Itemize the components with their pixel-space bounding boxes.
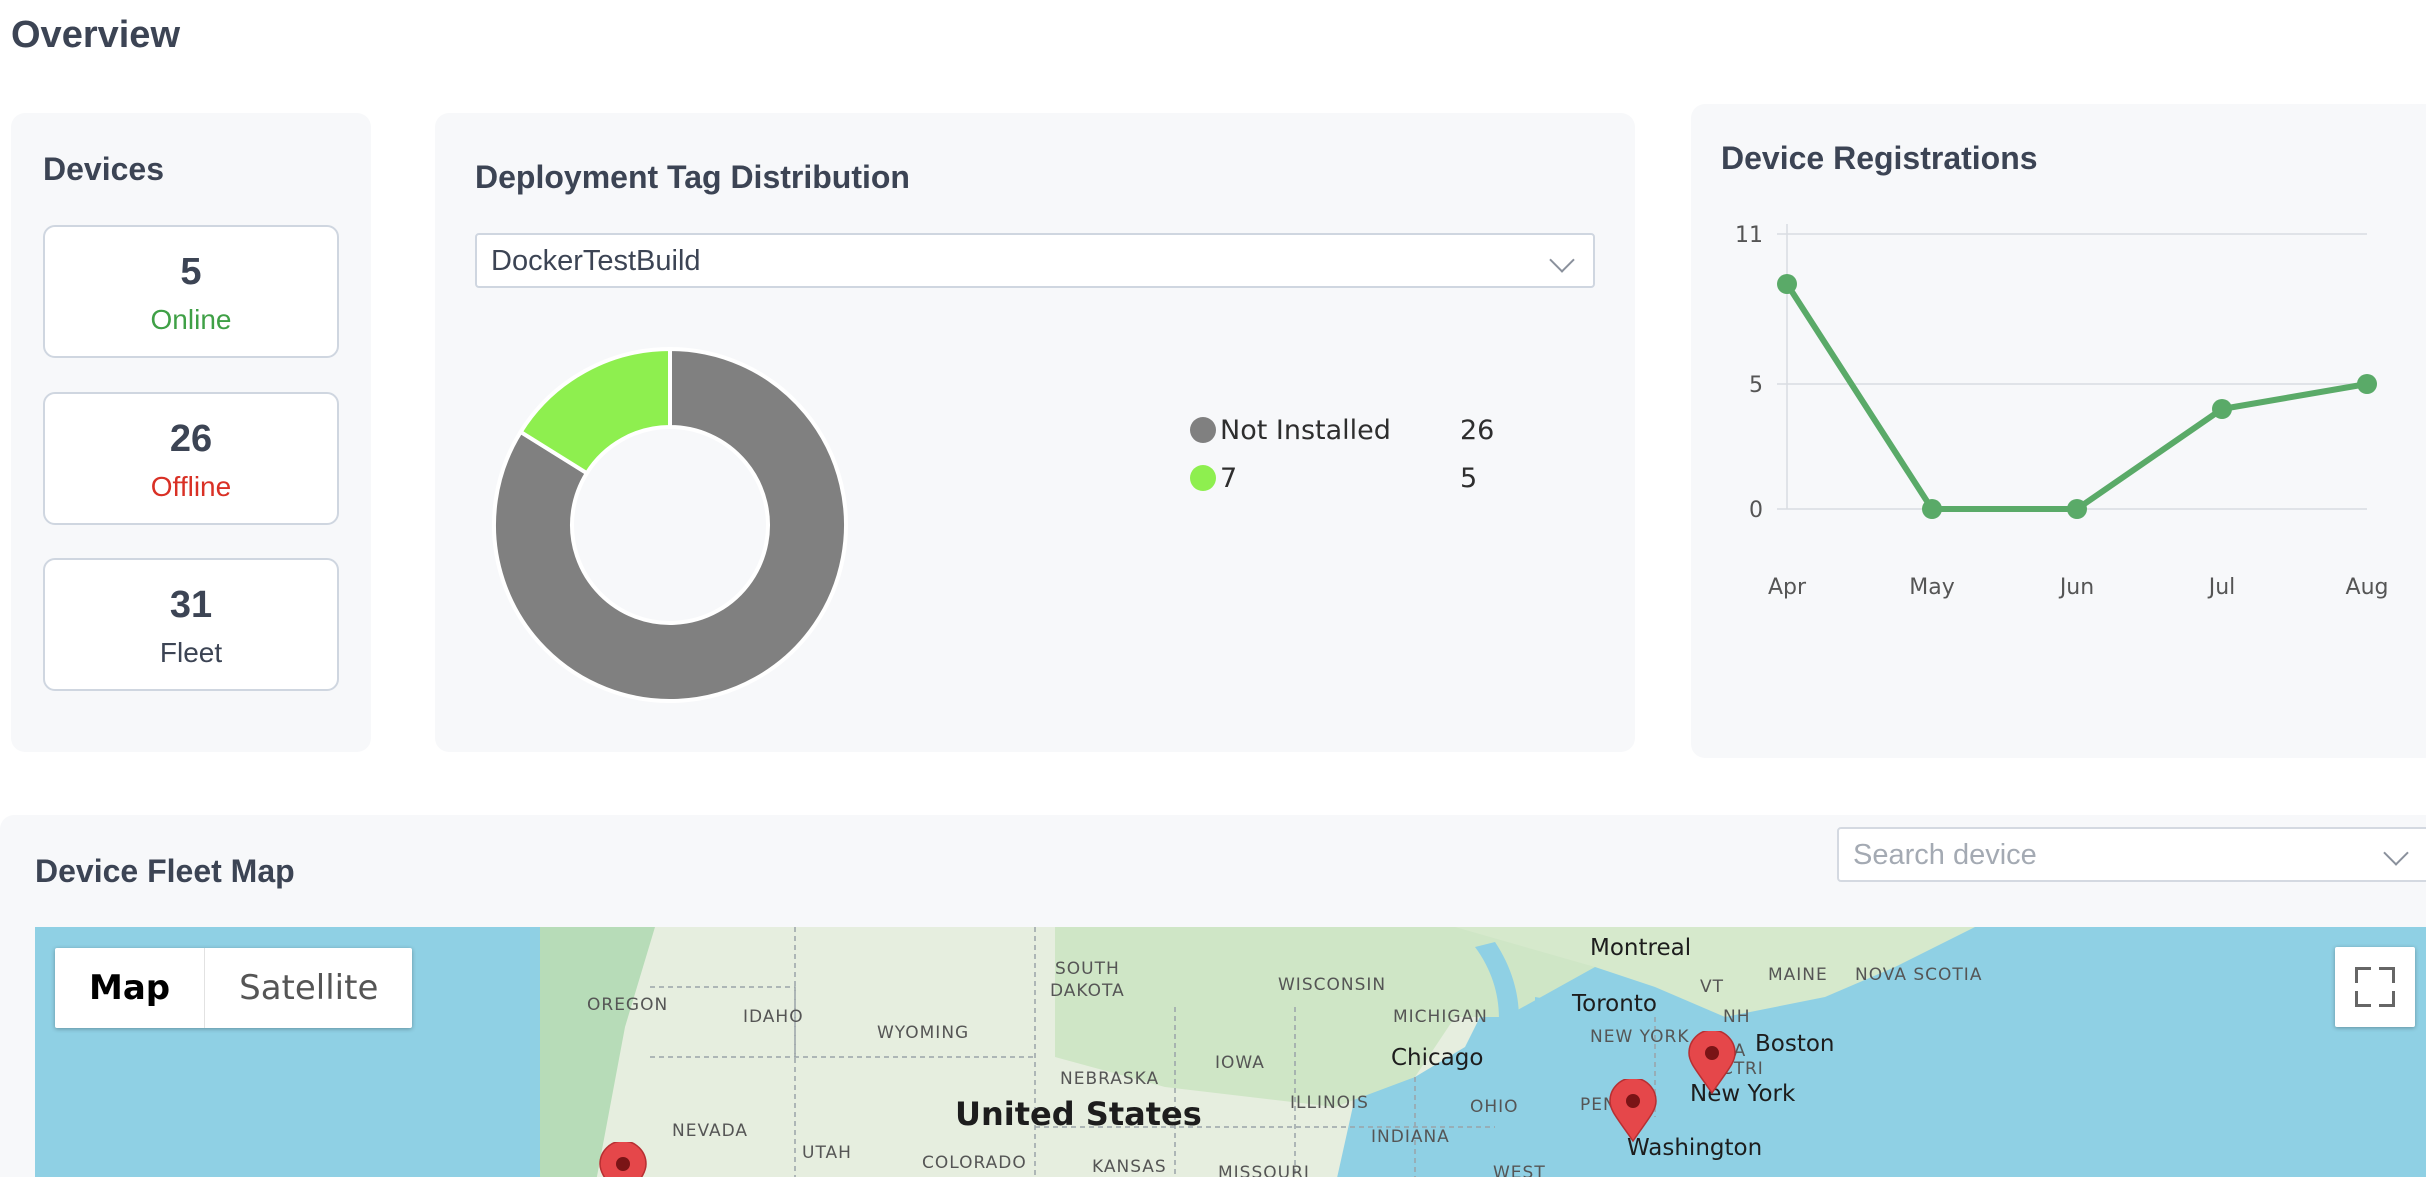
online-label: Online	[150, 304, 232, 335]
donut-legend: Not Installed 26 7 5	[1190, 406, 1520, 502]
data-point-jul[interactable]	[2212, 399, 2232, 419]
registrations-series-line	[1784, 282, 2368, 512]
online-stat[interactable]: 5 Online	[43, 225, 339, 358]
map-region-label: COLORADO	[922, 1153, 1027, 1173]
map-city-label: Chicago	[1391, 1045, 1484, 1071]
y-tick-label: 11	[1735, 223, 1763, 248]
map-region-label: IDAHO	[743, 1007, 804, 1027]
page-title: Overview	[11, 14, 180, 56]
x-tick-label: Jun	[2058, 575, 2094, 600]
map-region-label: NEBRASKA	[1060, 1069, 1160, 1089]
devices-card: Devices 5 Online 26 Offline 31 Fleet	[11, 113, 371, 752]
y-tick-label: 5	[1749, 373, 1763, 398]
offline-stat[interactable]: 26 Offline	[43, 392, 339, 525]
map-region-label: VT	[1700, 977, 1725, 997]
map-pin-icon[interactable]	[598, 1142, 648, 1177]
y-tick-label: 0	[1749, 498, 1763, 523]
map-country-label: United States	[955, 1095, 1202, 1133]
map-region-label: NEW YORK	[1590, 1027, 1690, 1047]
legend-value: 26	[1460, 414, 1495, 446]
map-region-label: MAINE	[1768, 965, 1828, 985]
legend-value: 5	[1460, 462, 1478, 494]
data-point-jun[interactable]	[2067, 499, 2087, 519]
legend-item-not-installed[interactable]: Not Installed 26	[1190, 406, 1520, 454]
map-region-label: KANSAS	[1092, 1157, 1167, 1177]
devices-title: Devices	[43, 151, 164, 187]
map-city-label: Boston	[1755, 1031, 1835, 1057]
map-region-label: DAKOTA	[1050, 981, 1125, 1001]
offline-count: 26	[169, 418, 213, 460]
fleet-stat[interactable]: 31 Fleet	[43, 558, 339, 691]
map-region-label: IOWA	[1215, 1053, 1265, 1073]
chevron-down-icon	[1549, 247, 1575, 273]
registrations-title: Device Registrations	[1721, 140, 2038, 176]
fullscreen-icon	[2355, 967, 2371, 983]
fleet-map[interactable]: Map Satellite OREGON IDAHO WYOMING SOUTH DAK…	[35, 927, 2426, 1177]
map-region-label: WEST	[1493, 1163, 1546, 1177]
map-city-label: Washington	[1627, 1135, 1763, 1161]
registrations-card: Device Registrations 0 5 11 Apr May Jun Jul Aug	[1691, 104, 2426, 758]
search-device-select[interactable]: Search device	[1837, 827, 2426, 882]
x-tick-label: Aug	[2346, 575, 2389, 600]
fullscreen-icon-corner	[2379, 991, 2395, 1007]
legend-label: 7	[1220, 462, 1238, 494]
map-city-label: Montreal	[1590, 935, 1692, 961]
map-region-label: UTAH	[802, 1143, 852, 1163]
deployment-tag-select[interactable]: DockerTestBuild	[475, 233, 1595, 288]
deployment-card: Deployment Tag Distribution DockerTestBu…	[435, 113, 1635, 752]
map-region-label: OHIO	[1470, 1097, 1519, 1117]
fullscreen-button[interactable]	[2335, 947, 2415, 1027]
fleet-map-title: Device Fleet Map	[35, 853, 295, 889]
registrations-line-chart: 0 5 11 Apr May Jun Jul Aug	[1735, 223, 2389, 600]
x-tick-label: Jul	[2207, 575, 2236, 600]
map-region-label: ILLINOIS	[1290, 1093, 1369, 1113]
map-type-toggle: Map Satellite	[55, 948, 413, 1028]
map-region-label: NEVADA	[672, 1121, 749, 1141]
map-region-label: WISCONSIN	[1278, 975, 1387, 995]
map-region-label: MICHIGAN	[1393, 1007, 1488, 1027]
fleet-label: Fleet	[159, 637, 223, 668]
map-pin-icon[interactable]	[1608, 1079, 1658, 1143]
legend-dot	[1190, 465, 1216, 491]
map-region-label: OREGON	[587, 995, 669, 1015]
map-region-label: RI	[1745, 1059, 1764, 1079]
donut-slice-7[interactable]	[517, 346, 672, 476]
x-tick-label: Apr	[1768, 575, 1807, 600]
map-city-label: Toronto	[1572, 991, 1657, 1017]
legend-dot	[1190, 417, 1216, 443]
chevron-down-icon	[2383, 840, 2409, 866]
deployment-donut-chart	[492, 346, 848, 703]
fleet-map-card: Device Fleet Map Search device Map Satel…	[0, 815, 2426, 1177]
search-device-placeholder: Search device	[1853, 839, 2037, 871]
map-region-label: INDIANA	[1371, 1127, 1450, 1147]
fullscreen-icon-corner	[2379, 967, 2395, 983]
map-region-label: WYOMING	[877, 1023, 970, 1043]
legend-label: Not Installed	[1220, 414, 1391, 446]
fullscreen-icon-corner	[2355, 991, 2371, 1007]
legend-item-7[interactable]: 7 5	[1190, 454, 1520, 502]
offline-label: Offline	[150, 471, 232, 502]
data-point-may[interactable]	[1922, 499, 1942, 519]
online-count: 5	[180, 251, 202, 293]
fleet-count: 31	[169, 584, 213, 626]
data-point-apr[interactable]	[1777, 274, 1797, 294]
x-tick-label: May	[1909, 575, 1954, 600]
map-region-label: NH	[1723, 1007, 1751, 1027]
map-type-satellite-button[interactable]: Satellite	[239, 968, 379, 1008]
map-pin-icon[interactable]	[1687, 1031, 1737, 1095]
map-region-label: SOUTH	[1055, 959, 1120, 979]
donut-slice-not-installed[interactable]	[492, 346, 848, 703]
map-region-label: NOVA SCOTIA	[1855, 965, 1983, 985]
deployment-title: Deployment Tag Distribution	[475, 159, 910, 195]
deployment-tag-value: DockerTestBuild	[491, 245, 701, 277]
map-region-label: MISSOURI	[1218, 1163, 1310, 1177]
data-point-aug[interactable]	[2357, 374, 2377, 394]
map-land	[540, 927, 1975, 1177]
map-type-map-button[interactable]: Map	[55, 948, 206, 1028]
